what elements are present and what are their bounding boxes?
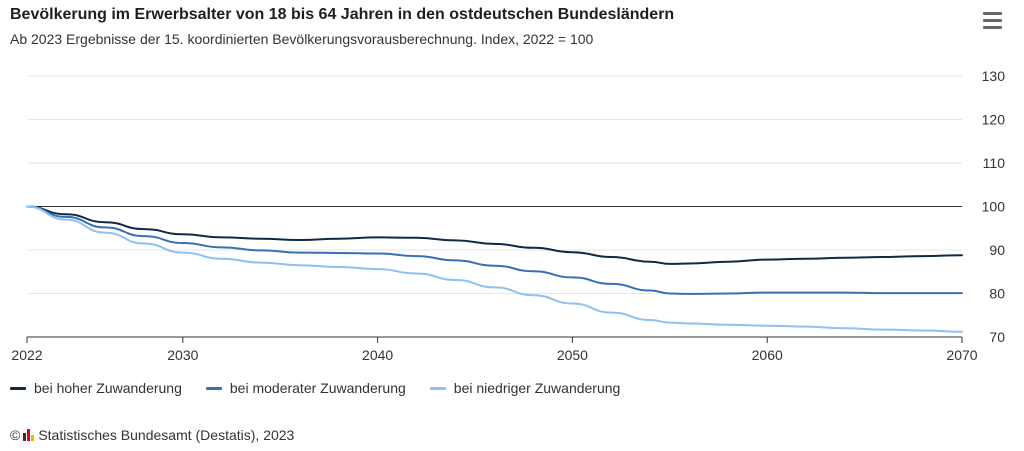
legend-swatch bbox=[10, 386, 26, 390]
y-tick-label: 100 bbox=[982, 199, 1006, 215]
logo-bar bbox=[31, 435, 35, 441]
menu-bar bbox=[983, 12, 1002, 15]
source-footer: © Statistisches Bundesamt (Destatis), 20… bbox=[10, 427, 294, 443]
x-tick-label: 2022 bbox=[11, 347, 42, 363]
y-tick-label: 130 bbox=[982, 68, 1006, 84]
y-tick-label: 70 bbox=[989, 329, 1005, 345]
legend-label: bei moderater Zuwanderung bbox=[229, 380, 406, 396]
legend-label: bei hoher Zuwanderung bbox=[34, 380, 182, 396]
x-tick-label: 2060 bbox=[752, 347, 783, 363]
legend-item-1[interactable]: bei hoher Zuwanderung bbox=[10, 380, 182, 396]
series-line-1 bbox=[26, 205, 963, 265]
x-tick-label: 2050 bbox=[557, 347, 588, 363]
legend-label: bei niedriger Zuwanderung bbox=[453, 380, 621, 396]
y-tick-label: 120 bbox=[982, 112, 1006, 128]
menu-bar bbox=[983, 19, 1002, 22]
y-tick-label: 110 bbox=[983, 155, 1006, 171]
y-tick-label: 80 bbox=[989, 286, 1005, 302]
x-tick-label: 2040 bbox=[362, 347, 393, 363]
source-text: Statistisches Bundesamt (Destatis), 2023 bbox=[38, 427, 295, 443]
y-tick-label: 90 bbox=[989, 242, 1005, 258]
logo-bar bbox=[23, 433, 27, 441]
legend-swatch bbox=[429, 386, 446, 390]
series-line-3 bbox=[26, 205, 963, 333]
chart-title: Bevölkerung im Erwerbsalter von 18 bis 6… bbox=[10, 6, 675, 23]
legend-item-2[interactable]: bei moderater Zuwanderung bbox=[205, 380, 406, 396]
hamburger-menu-icon[interactable] bbox=[980, 12, 1006, 34]
legend-item-3[interactable]: bei niedriger Zuwanderung bbox=[429, 380, 621, 396]
x-tick-label: 2030 bbox=[167, 347, 198, 363]
legend-swatch bbox=[205, 386, 222, 390]
logo-bar bbox=[27, 429, 31, 441]
destatis-logo-icon bbox=[23, 429, 35, 441]
legend: bei hoher Zuwanderung bei moderater Zuwan… bbox=[10, 380, 620, 396]
series-line-2 bbox=[26, 205, 963, 295]
menu-bar bbox=[983, 26, 1002, 29]
chart-subtitle: Ab 2023 Ergebnisse der 15. koordinierten… bbox=[10, 31, 594, 47]
copyright-symbol: © bbox=[10, 427, 21, 443]
x-tick-label: 2070 bbox=[946, 347, 977, 363]
